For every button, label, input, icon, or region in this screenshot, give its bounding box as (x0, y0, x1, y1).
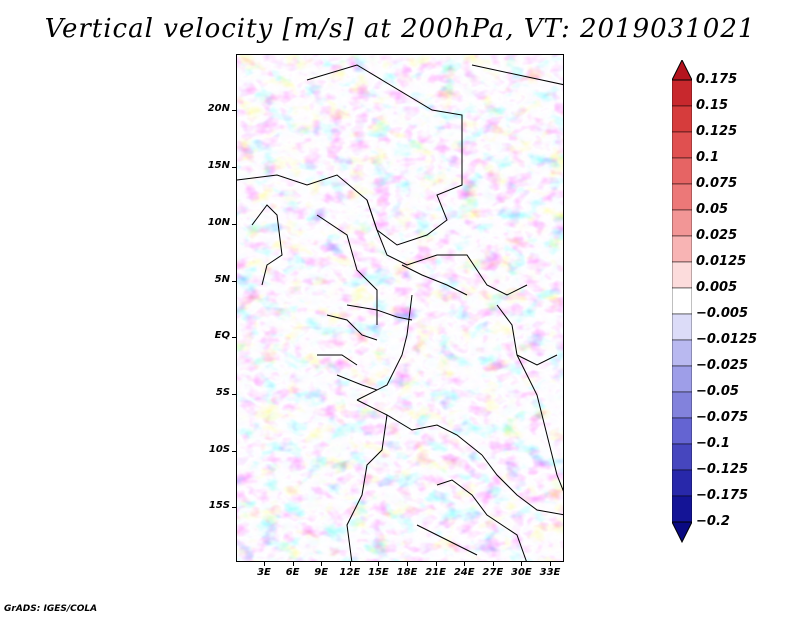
colorbar-label: −0.175 (696, 488, 749, 503)
colorbar-segment (672, 131, 692, 159)
colorbar-label: 0.125 (696, 124, 738, 139)
colorbar (672, 60, 692, 544)
lon-label: 24E (453, 567, 475, 578)
colorbar-segment (672, 105, 692, 133)
colorbar-label: −0.1 (696, 436, 730, 451)
colorbar-label: −0.025 (696, 358, 749, 373)
colorbar-segment (672, 391, 692, 419)
lon-tick (464, 562, 466, 566)
lon-label: 12E (339, 567, 361, 578)
lon-label: 27E (482, 567, 504, 578)
colorbar-label: −0.125 (696, 462, 749, 477)
colorbar-segment (672, 79, 692, 107)
lat-label: 5N (214, 274, 230, 285)
lat-tick (232, 224, 236, 225)
colorbar-bottom-arrow (672, 521, 692, 544)
colorbar-label: 0.15 (696, 98, 729, 113)
colorbar-segment (672, 261, 692, 289)
colorbar-segment (672, 339, 692, 367)
colorbar-segment (672, 183, 692, 211)
colorbar-label: 0.0125 (696, 254, 747, 269)
lat-label: 10S (208, 444, 230, 455)
lon-tick (435, 562, 437, 566)
lon-tick (264, 562, 265, 566)
lon-label: 30E (511, 567, 532, 578)
colorbar-label: 0.075 (696, 176, 738, 191)
lon-label: 3E (257, 567, 271, 578)
lon-label: 33E (539, 567, 561, 578)
lon-label: 15E (368, 567, 389, 578)
lon-tick (292, 562, 294, 566)
lon-label: 21E (425, 567, 446, 578)
colorbar-label: −0.2 (696, 514, 730, 529)
plot-title: Vertical velocity [m/s] at 200hPa, VT: 2… (44, 14, 756, 44)
colorbar-segment (672, 209, 692, 237)
lat-label: 10N (207, 217, 230, 228)
colorbar-label: 0.05 (696, 202, 729, 217)
colorbar-label: 0.175 (696, 72, 738, 87)
lat-tick (232, 337, 236, 338)
lat-tick (232, 281, 236, 282)
country-borders (237, 64, 563, 561)
lat-tick (232, 110, 236, 111)
velocity-shading (237, 55, 563, 561)
colorbar-top-arrow (672, 60, 692, 81)
grads-credit: GrADS: IGES/COLA (4, 604, 98, 614)
lon-tick (521, 562, 523, 566)
colorbar-segment (672, 495, 692, 523)
lon-tick (407, 562, 408, 566)
lon-label: 9E (314, 567, 329, 578)
lat-tick (232, 394, 236, 395)
colorbar-segment (672, 417, 692, 445)
colorbar-label: −0.005 (696, 306, 749, 321)
map-panel (236, 54, 564, 562)
lon-tick (550, 562, 551, 566)
lon-tick (492, 562, 494, 566)
colorbar-segment (672, 313, 692, 341)
colorbar-label: −0.0125 (696, 332, 758, 347)
colorbar-label: 0.025 (696, 228, 738, 243)
colorbar-label: −0.05 (696, 384, 739, 399)
lon-label: 6E (285, 567, 300, 578)
lat-tick (232, 451, 236, 452)
colorbar-label: −0.075 (696, 410, 749, 425)
colorbar-label: 0.005 (696, 280, 738, 295)
lat-label: 15N (207, 160, 230, 171)
lat-tick (232, 507, 236, 508)
colorbar-label: 0.1 (696, 150, 720, 165)
velocity-field (237, 55, 563, 561)
colorbar-segment (672, 235, 692, 263)
lat-label: EQ (214, 330, 230, 341)
lat-label: 15S (208, 500, 230, 511)
lon-label: 18E (396, 567, 418, 578)
lon-tick (378, 562, 380, 566)
lat-label: 20N (207, 103, 230, 114)
lon-tick (349, 562, 351, 566)
lon-tick (321, 562, 323, 566)
colorbar-segment (672, 469, 692, 497)
colorbar-segment (672, 157, 692, 185)
colorbar-segment (672, 443, 692, 471)
lat-label: 5S (215, 387, 230, 398)
colorbar-segment (672, 287, 692, 315)
lat-tick (232, 167, 236, 168)
colorbar-segment (672, 365, 692, 393)
